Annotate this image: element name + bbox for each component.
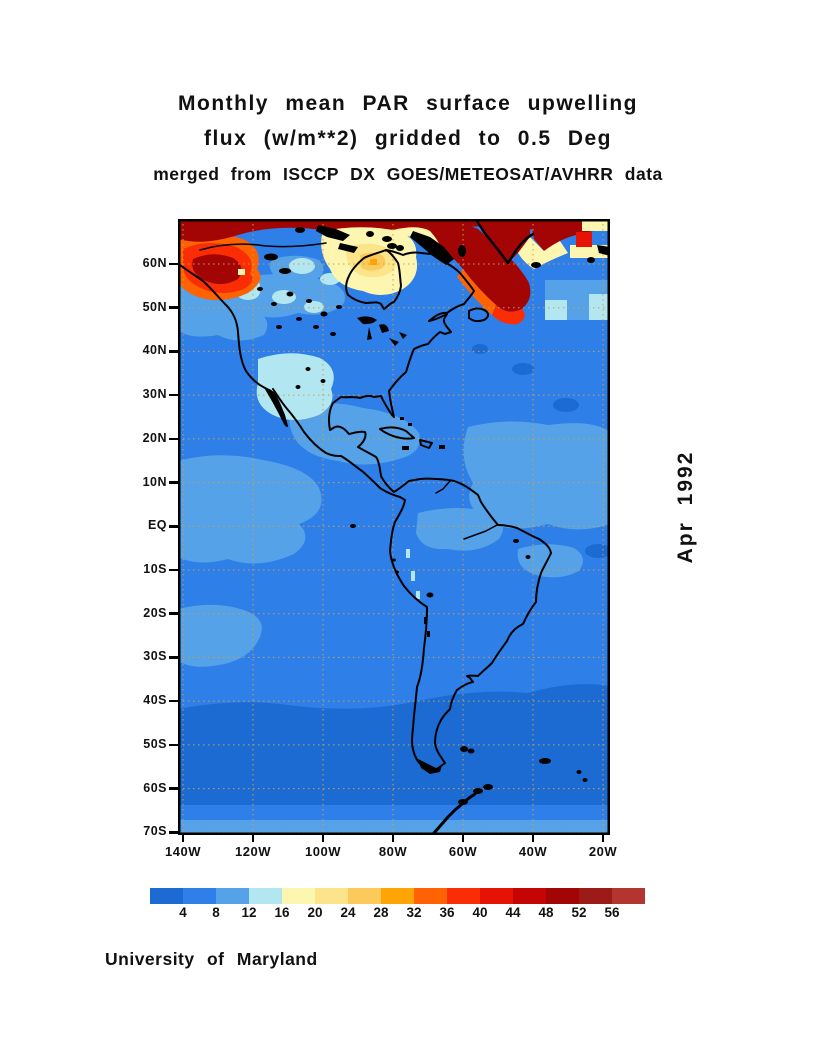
title-line-1: Monthly mean PAR surface upwelling <box>178 92 638 115</box>
colorbar-segment-14 <box>579 888 612 904</box>
lon-tick-mark <box>461 835 465 842</box>
lat-tick-mark <box>169 656 178 659</box>
colorbar-segment-15 <box>612 888 645 904</box>
lon-tick-mark <box>391 835 395 842</box>
lon-tick-mark <box>321 835 325 842</box>
colorbar-tick-48: 48 <box>538 905 554 920</box>
colorbar-segment-8 <box>381 888 414 904</box>
arctic-ice-region <box>178 219 610 325</box>
lat-tick-label-70S: 70S <box>143 824 167 839</box>
graticule-grid <box>178 219 610 835</box>
colorbar-tick-44: 44 <box>505 905 521 920</box>
colorbar-segment-2 <box>183 888 216 904</box>
lon-tick-mark <box>531 835 535 842</box>
lat-tick-label-60N: 60N <box>142 256 167 270</box>
lon-tick-label-140W: 140W <box>165 844 201 859</box>
lat-tick-mark <box>169 262 178 266</box>
lat-tick-mark <box>169 743 178 747</box>
lat-tick-mark <box>169 481 178 484</box>
coastlines <box>179 219 552 835</box>
colorbar-tick-20: 20 <box>307 905 323 920</box>
lat-tick-mark <box>169 393 178 397</box>
lon-tick-mark <box>601 835 605 842</box>
islands-and-lakes <box>257 225 610 805</box>
lat-tick-mark <box>169 831 178 834</box>
colorbar-segment-11 <box>480 888 513 904</box>
lat-tick-mark <box>169 350 178 353</box>
colorbar-gradient <box>150 888 645 904</box>
colorbar-tick-16: 16 <box>274 905 290 920</box>
colorbar-tick-4: 4 <box>179 905 187 920</box>
colorbar-segment-10 <box>447 888 480 904</box>
map-canvas <box>178 219 610 835</box>
lon-tick-label-60W: 60W <box>448 844 478 859</box>
lon-tick-label-20W: 20W <box>588 844 618 859</box>
colorbar-tick-40: 40 <box>472 905 488 920</box>
lat-tick-label-20N: 20N <box>142 430 167 445</box>
colorbar-tick-28: 28 <box>373 905 389 920</box>
date-label: Apr 1992 <box>674 450 697 564</box>
lat-tick-label-10S: 10S <box>143 561 167 576</box>
lon-tick-mark <box>181 835 185 842</box>
colorbar-segment-9 <box>414 888 447 904</box>
lon-tick-label-100W: 100W <box>305 844 341 859</box>
title-line-3: merged from ISCCP DX GOES/METEOSAT/AVHRR… <box>153 164 663 184</box>
lon-tick-label-80W: 80W <box>378 844 408 859</box>
credit-label: University of Maryland <box>105 949 318 969</box>
lat-tick-mark <box>169 612 178 615</box>
colorbar-segment-4 <box>249 888 282 904</box>
lat-tick-label-50N: 50N <box>142 299 167 314</box>
lat-tick-label-20S: 20S <box>143 605 167 620</box>
lat-tick-label-10N: 10N <box>142 474 167 489</box>
lat-tick-label-60S: 60S <box>143 780 167 795</box>
colorbar-tick-56: 56 <box>604 905 620 920</box>
lat-tick-mark <box>169 525 178 528</box>
map-frame-border <box>178 219 610 835</box>
colorbar-tick-24: 24 <box>340 905 356 920</box>
lon-tick-label-120W: 120W <box>235 844 271 859</box>
lat-tick-mark <box>169 699 178 703</box>
lat-tick-mark <box>169 568 178 572</box>
colorbar-segment-5 <box>282 888 315 904</box>
map-plot <box>178 219 610 835</box>
title-block: Monthly mean PAR surface upwelling flux … <box>0 86 816 189</box>
lat-tick-label-30N: 30N <box>142 387 167 402</box>
lat-tick-mark <box>169 437 178 441</box>
colorbar-segment-12 <box>513 888 546 904</box>
lat-tick-label-50S: 50S <box>143 736 167 751</box>
lat-tick-label-EQ: EQ <box>147 518 167 533</box>
colorbar-segment-1 <box>150 888 183 904</box>
lon-tick-mark <box>251 835 255 842</box>
colorbar-tick-32: 32 <box>406 905 422 920</box>
title-line-2: flux (w/m**2) gridded to 0.5 Deg <box>203 127 613 150</box>
colorbar-segment-3 <box>216 888 249 904</box>
colorbar: 4 8 12 16 20 24 28 32 36 40 44 48 52 56 <box>150 888 645 920</box>
colorbar-segment-13 <box>546 888 579 904</box>
lat-tick-label-30S: 30S <box>143 649 167 664</box>
colorbar-tick-12: 12 <box>241 905 257 920</box>
lat-tick-mark <box>169 787 178 790</box>
lon-tick-label-40W: 40W <box>518 844 548 859</box>
lat-tick-mark <box>169 306 178 309</box>
lat-tick-label-40N: 40N <box>142 343 167 358</box>
colorbar-tick-8: 8 <box>212 905 220 920</box>
colorbar-segment-7 <box>348 888 381 904</box>
colorbar-tick-36: 36 <box>439 905 455 920</box>
lat-tick-label-40S: 40S <box>143 693 167 708</box>
colorbar-segment-6 <box>315 888 348 904</box>
colorbar-tick-52: 52 <box>571 905 587 920</box>
